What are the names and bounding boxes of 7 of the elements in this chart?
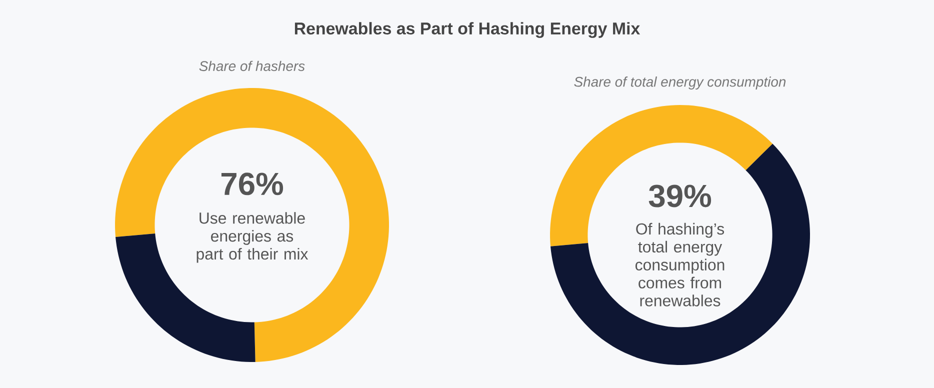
chart-subtitle: Share of hashers bbox=[199, 60, 305, 72]
text: Of hashing’s total energy consumption comes from renewables bbox=[635, 222, 724, 306]
text: 76% bbox=[221, 172, 284, 196]
chart-subtitle: Share of total energy consumption bbox=[574, 76, 786, 90]
text: Use renewable energies as part of their mix bbox=[196, 212, 308, 263]
text: 39% bbox=[648, 184, 712, 208]
text: Renewables as Part of Hashing Energy Mix bbox=[294, 22, 640, 38]
